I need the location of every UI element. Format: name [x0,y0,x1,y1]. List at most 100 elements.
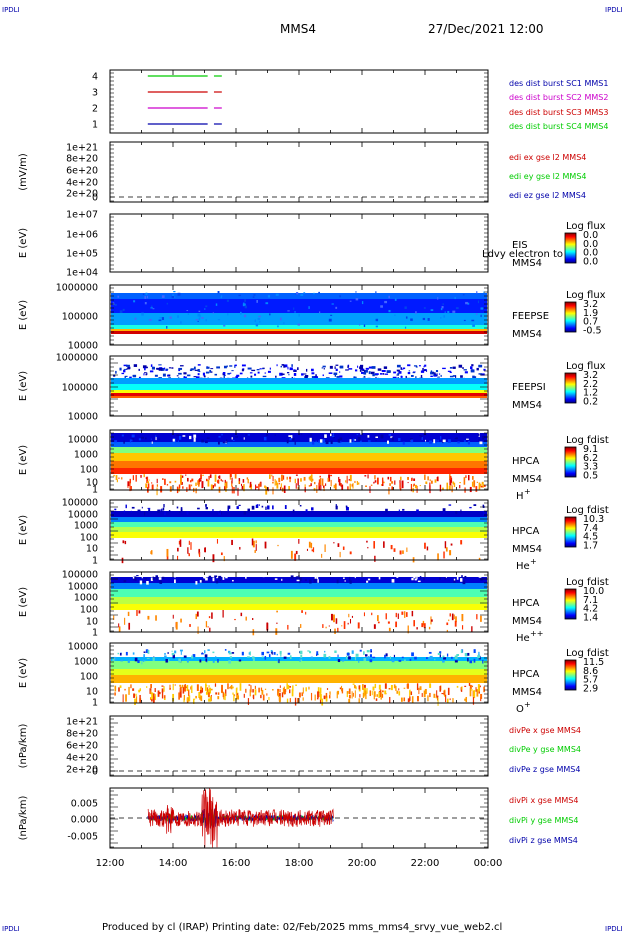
hpca_h-pixel [300,433,303,435]
hpca_o-pixel [185,686,188,689]
feepsi-pixel [398,371,402,374]
x-tick-label: 20:00 [348,858,377,869]
feepsi-pixel [144,366,148,369]
feepsi-pixel [210,371,213,373]
hpca_h-pixel [263,436,267,441]
feepse-ytick-label: 1000000 [56,283,98,294]
feepse-pixel [254,319,256,323]
hpca_o-pixel [224,649,227,651]
feepse-pixel [339,295,341,298]
hpca_hepp-pixel [335,618,338,624]
feepsi-pixel [470,366,473,370]
feepsi-pixel [146,372,148,376]
hpca_h-pixel [129,481,131,485]
hpca_hepp-pixel [155,615,157,621]
hpca_o-species-charge: + [524,700,531,709]
hpca_o-pixel [403,697,406,702]
hpca_h-pixel [455,437,458,440]
feepse-pixel [275,293,279,296]
hpca_h-pixel [206,437,210,439]
hpca_h-pixel [113,474,115,477]
hpca_h-pixel [319,475,321,478]
hpca_o-pixel [302,697,304,701]
hpca_h-pixel [278,477,281,483]
feepsi-pixel [360,364,364,367]
hpca_o-pixel [414,656,417,660]
hpca_o-pixel [482,660,484,664]
hpca_hepp-pixel [232,579,234,582]
hpca_o-pixel [174,684,176,686]
hpca_o-pixel [475,687,477,692]
hpca_he-pixel [445,547,448,552]
hpca_o-pixel [209,696,212,702]
hpca_h-pixel [246,477,249,480]
feepsi-pixel [293,373,297,376]
hpca_hepp-pixel [141,575,143,579]
hpca_o-pixel [199,697,202,700]
feepse-pixel [279,317,282,321]
hpca_h-pixel [243,437,245,440]
feepse-pixel [380,305,383,308]
hpca_hepp-pixel [416,576,418,580]
feepsi-pixel [478,364,483,368]
hpca_hepp-pixel [175,621,178,630]
feepsi-pixel [447,370,452,372]
feepsi-pixel [144,367,146,371]
hpca_h-pixel [398,437,401,442]
hpca_h-pixel [319,439,323,443]
hpca_h-pixel [181,481,183,485]
hpca_h-pixel [255,486,258,488]
hpca_o-pixel [409,696,411,701]
hpca_h-pixel [437,439,439,442]
hpca_h-pixel [242,479,245,483]
feepsi-pixel [283,364,288,368]
hpca_o-pixel [171,650,173,652]
feepse-pixel [265,302,269,305]
hpca_h-pixel [214,474,217,482]
hpca_o-pixel [210,688,213,691]
hpca_o-pixel [245,688,247,693]
hpca_o-pixel [266,693,268,696]
hpca_o-pixel [342,659,345,661]
feepsi-pixel [449,371,452,374]
hpca_h-pixel [476,481,478,483]
feepse-pixel [197,313,201,317]
hpca_o-pixel [336,691,338,699]
hpca_h-pixel [154,435,157,438]
hpca_hepp-pixel [446,622,449,626]
feepse-pixel [205,319,208,322]
hpca_o-pixel [419,686,422,691]
feepsi-pixel [424,364,427,367]
hpca_o-pixel [217,658,219,663]
feepsi-pixel [433,373,437,375]
hpca_hepp-pixel [189,624,191,627]
hpca_o-pixel [151,698,153,702]
hpca_h-ytick-label: 10 [86,478,98,489]
hpca_hepp-pixel [155,577,159,581]
hpca_hepp-pixel [136,575,139,577]
hpca_h-pixel [218,475,221,479]
header-datetime: 27/Dec/2021 12:00 [428,22,544,36]
hpca_he-pixel [125,504,127,509]
hpca_o-pixel [287,684,290,690]
hpca_o-pixel [281,692,284,698]
hpca_h-band [111,447,487,453]
hpca_h-pixel [118,477,120,479]
hpca_he-pixel [168,510,171,513]
feepsi-band [111,396,487,398]
feepse-pixel [150,307,153,309]
feepsi-pixel [407,364,411,367]
hpca_hepp-pixel [423,623,426,629]
hpca_h-pixel [352,438,355,442]
hpca_h-pixel [260,481,262,487]
hpca_o-pixel [452,698,454,703]
feepse-pixel [133,300,136,303]
hpca_o-pixel [401,656,404,659]
hpca_he-band [111,517,487,522]
divpe-ylabel: (nPa/km) [18,724,29,769]
hpca_o-pixel [329,691,331,695]
hpca_hepp-pixel [174,579,176,584]
hpca_h-pixel [286,476,288,480]
hpca_h-ytick-label: 1000 [74,450,98,461]
hpca_h-pixel [193,434,197,438]
